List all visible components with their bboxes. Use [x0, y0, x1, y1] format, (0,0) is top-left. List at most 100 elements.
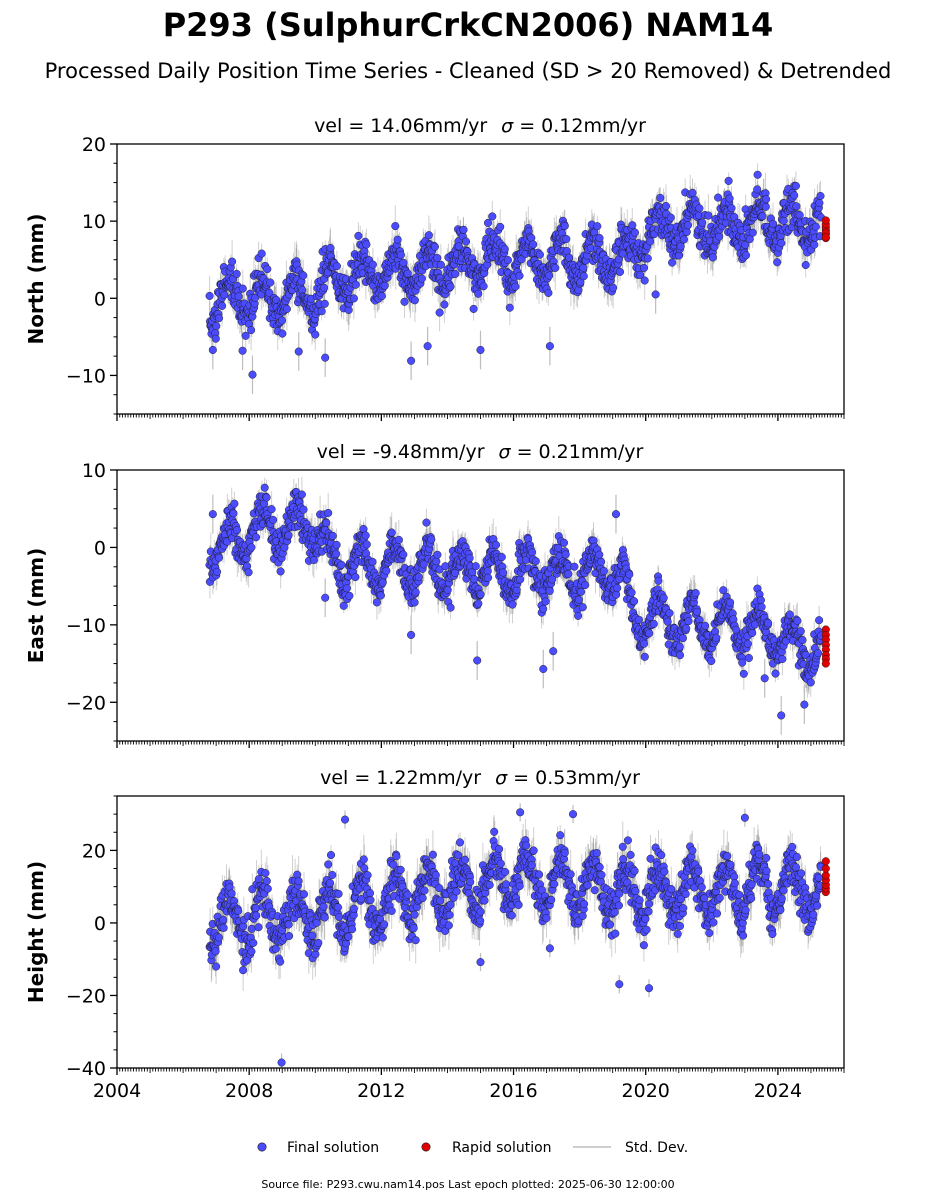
final-solution-point: [628, 221, 637, 230]
final-solution-point: [399, 258, 408, 267]
final-solution-point: [795, 211, 804, 220]
final-solution-point: [565, 253, 574, 262]
final-solution-point: [419, 560, 428, 569]
final-solution-point: [579, 272, 588, 281]
final-solution-point: [666, 213, 675, 222]
final-solution-point: [229, 509, 238, 518]
final-solution-point: [260, 483, 269, 492]
final-solution-point: [339, 601, 348, 610]
final-solution-point: [545, 342, 554, 351]
panel-east: vel = -9.48mm/yr σ = 0.21mm/yr100−10−20Eas…: [24, 441, 845, 748]
final-solution-point: [682, 227, 691, 236]
final-solution-point: [645, 237, 655, 246]
final-solution-point: [276, 567, 285, 576]
final-solution-point: [424, 231, 433, 240]
final-solution-point: [391, 222, 400, 231]
final-points-north: [205, 170, 826, 379]
final-solution-point: [244, 568, 253, 577]
final-solution-point: [535, 250, 544, 259]
final-solution-point: [208, 345, 217, 354]
final-solution-point: [741, 240, 750, 249]
final-solution-point: [471, 562, 480, 571]
y-axis-label-north: North (mm): [24, 213, 48, 344]
final-solution-point: [727, 204, 736, 213]
final-solution-point: [698, 218, 707, 227]
final-solution-point: [679, 235, 688, 244]
final-solution-point: [410, 598, 419, 607]
final-solution-point: [378, 578, 387, 587]
final-solution-point: [816, 191, 825, 201]
final-solution-point: [551, 263, 560, 272]
final-solution-point: [294, 347, 303, 356]
final-solution-point: [400, 297, 409, 306]
final-solution-point: [277, 316, 287, 325]
final-solution-point: [382, 566, 391, 575]
final-solution-point: [220, 290, 229, 299]
final-solution-point: [531, 557, 540, 566]
final-solution-point: [326, 243, 335, 253]
final-solution-point: [715, 232, 724, 241]
final-solution-point: [332, 540, 341, 549]
final-solution-point: [758, 212, 767, 221]
final-solution-point: [234, 292, 243, 301]
final-solution-point: [351, 280, 360, 289]
final-solution-point: [376, 591, 385, 600]
final-solution-point: [387, 528, 396, 537]
final-solution-point: [399, 550, 408, 559]
y-tick-label: 10: [82, 211, 106, 233]
final-solution-point: [779, 216, 788, 225]
final-solution-point: [337, 560, 346, 569]
final-solution-point: [342, 584, 351, 593]
final-solution-point: [811, 222, 820, 231]
final-solution-point: [269, 515, 278, 524]
final-solution-point: [593, 222, 602, 231]
final-solution-point: [266, 278, 275, 287]
final-solution-point: [354, 231, 363, 240]
final-solution-point: [497, 553, 506, 562]
final-solution-point: [615, 267, 625, 276]
final-solution-point: [500, 245, 509, 254]
final-solution-point: [541, 597, 550, 606]
final-solution-point: [636, 270, 645, 279]
final-solution-point: [238, 346, 247, 355]
final-solution-point: [461, 237, 471, 246]
data-east: [205, 477, 830, 735]
final-solution-point: [815, 198, 824, 208]
final-solution-point: [676, 242, 685, 251]
final-solution-point: [810, 240, 819, 249]
final-solution-point: [773, 258, 782, 267]
final-solution-point: [651, 290, 660, 299]
final-solution-point: [579, 263, 588, 272]
final-solution-point: [459, 225, 468, 234]
final-solution-point: [640, 276, 649, 285]
final-solution-point: [407, 356, 416, 365]
final-solution-point: [218, 301, 227, 310]
final-solution-point: [332, 549, 341, 558]
final-solution-point: [380, 281, 389, 290]
final-solution-point: [527, 548, 537, 557]
final-solution-point: [238, 284, 247, 293]
final-solution-point: [476, 345, 485, 354]
final-solution-point: [320, 299, 329, 308]
final-solution-point: [411, 588, 420, 597]
final-solution-point: [761, 202, 770, 211]
final-solution-point: [247, 543, 256, 552]
final-solution-point: [511, 282, 520, 291]
final-solution-point: [708, 253, 717, 262]
final-solution-point: [704, 211, 713, 220]
final-solution-point: [368, 557, 377, 566]
sigma-symbol: σ: [499, 441, 512, 463]
final-solution-point: [297, 490, 306, 499]
final-solution-point: [284, 531, 293, 540]
final-solution-point: [639, 263, 649, 272]
final-solution-point: [539, 604, 548, 613]
final-solution-point: [423, 342, 432, 351]
final-solution-point: [748, 228, 757, 237]
final-solution-point: [559, 538, 569, 547]
final-solution-point: [241, 331, 250, 340]
final-solution-point: [396, 250, 405, 259]
final-solution-point: [299, 505, 308, 514]
final-solution-point: [212, 567, 222, 576]
panel-north: vel = 14.06mm/yr σ = 0.12mm/yr 20 10 0 −10 Nort…: [24, 115, 845, 421]
final-solution-point: [529, 240, 538, 249]
